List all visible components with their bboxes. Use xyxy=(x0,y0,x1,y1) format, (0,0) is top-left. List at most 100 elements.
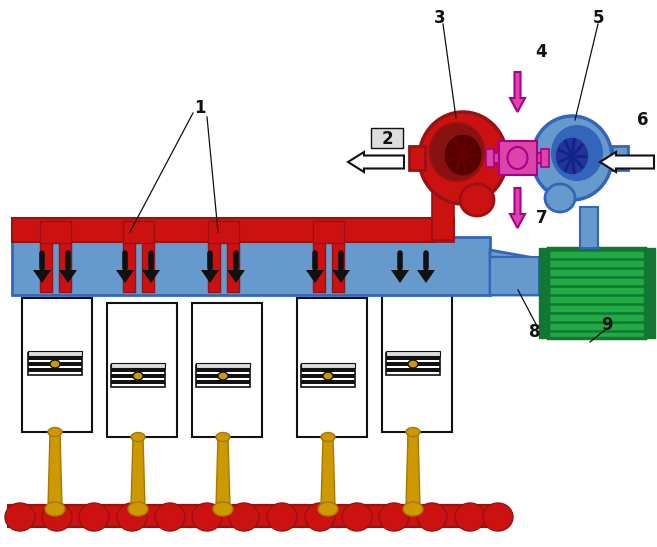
Polygon shape xyxy=(227,270,245,283)
Bar xyxy=(486,149,494,167)
Text: 9: 9 xyxy=(601,316,613,334)
Ellipse shape xyxy=(131,433,145,441)
Bar xyxy=(8,505,500,527)
Text: 3: 3 xyxy=(434,9,446,27)
Bar xyxy=(386,362,440,366)
Bar xyxy=(123,239,135,292)
Bar xyxy=(386,351,440,356)
Ellipse shape xyxy=(5,503,35,531)
Ellipse shape xyxy=(460,184,494,216)
FancyArrow shape xyxy=(510,72,525,112)
Ellipse shape xyxy=(444,134,482,176)
Ellipse shape xyxy=(323,372,333,380)
Bar xyxy=(12,237,490,295)
Ellipse shape xyxy=(128,502,148,516)
Bar xyxy=(499,141,537,175)
Text: 4: 4 xyxy=(535,43,547,61)
Bar xyxy=(301,363,355,368)
Bar xyxy=(548,248,645,338)
Polygon shape xyxy=(321,437,335,507)
Polygon shape xyxy=(490,250,590,295)
Ellipse shape xyxy=(133,372,143,380)
Ellipse shape xyxy=(216,433,230,441)
Polygon shape xyxy=(131,437,145,507)
Ellipse shape xyxy=(408,360,418,368)
Polygon shape xyxy=(33,270,51,283)
Ellipse shape xyxy=(555,137,589,175)
Bar xyxy=(196,368,250,372)
Bar xyxy=(371,128,403,148)
Ellipse shape xyxy=(403,502,423,516)
Polygon shape xyxy=(332,270,350,283)
Polygon shape xyxy=(142,270,160,283)
Ellipse shape xyxy=(321,433,335,441)
Polygon shape xyxy=(391,270,409,283)
Polygon shape xyxy=(201,270,219,283)
Text: 6: 6 xyxy=(637,111,648,129)
Bar xyxy=(409,146,425,170)
Ellipse shape xyxy=(218,372,228,380)
Text: 1: 1 xyxy=(194,99,206,117)
Ellipse shape xyxy=(79,503,109,531)
Bar xyxy=(28,356,82,360)
Bar xyxy=(111,374,165,378)
FancyArrow shape xyxy=(600,152,654,172)
Bar xyxy=(313,239,325,292)
Bar xyxy=(12,218,434,242)
Bar xyxy=(208,221,239,243)
Bar xyxy=(313,221,344,243)
Polygon shape xyxy=(406,432,420,507)
Bar xyxy=(382,295,452,432)
Ellipse shape xyxy=(342,503,372,531)
Ellipse shape xyxy=(318,502,338,516)
Bar xyxy=(28,362,82,366)
Polygon shape xyxy=(48,432,62,507)
Bar xyxy=(612,146,628,170)
Bar xyxy=(196,374,250,378)
Bar xyxy=(111,363,165,368)
Bar xyxy=(196,380,250,384)
Bar xyxy=(645,248,655,338)
Bar xyxy=(196,365,250,387)
Ellipse shape xyxy=(379,503,409,531)
Bar xyxy=(107,303,177,437)
Bar xyxy=(22,298,92,432)
Text: 7: 7 xyxy=(535,209,547,227)
Ellipse shape xyxy=(552,126,602,180)
Bar xyxy=(493,153,542,163)
Ellipse shape xyxy=(48,428,62,437)
Ellipse shape xyxy=(213,502,233,516)
Bar xyxy=(386,353,440,375)
Bar xyxy=(227,239,239,292)
FancyArrow shape xyxy=(510,188,525,228)
Bar xyxy=(432,218,454,242)
FancyArrow shape xyxy=(348,152,404,172)
Bar xyxy=(40,239,52,292)
Text: 8: 8 xyxy=(530,323,541,341)
Bar xyxy=(111,365,165,387)
Polygon shape xyxy=(216,437,230,507)
Ellipse shape xyxy=(417,503,447,531)
Bar xyxy=(192,303,262,437)
Bar xyxy=(450,165,472,185)
Ellipse shape xyxy=(229,503,259,531)
Bar xyxy=(332,239,344,292)
Bar xyxy=(123,221,154,243)
Polygon shape xyxy=(116,270,134,283)
Bar xyxy=(111,368,165,372)
Ellipse shape xyxy=(305,503,335,531)
Ellipse shape xyxy=(50,360,60,368)
Ellipse shape xyxy=(192,503,222,531)
Text: 2: 2 xyxy=(381,130,393,148)
Ellipse shape xyxy=(532,116,612,200)
Bar xyxy=(301,380,355,384)
Ellipse shape xyxy=(155,503,185,531)
Bar xyxy=(196,363,250,368)
Ellipse shape xyxy=(507,147,528,169)
Bar xyxy=(386,356,440,360)
Bar xyxy=(490,257,539,295)
Bar xyxy=(111,380,165,384)
Ellipse shape xyxy=(42,503,72,531)
Ellipse shape xyxy=(267,503,297,531)
Bar xyxy=(432,160,454,240)
